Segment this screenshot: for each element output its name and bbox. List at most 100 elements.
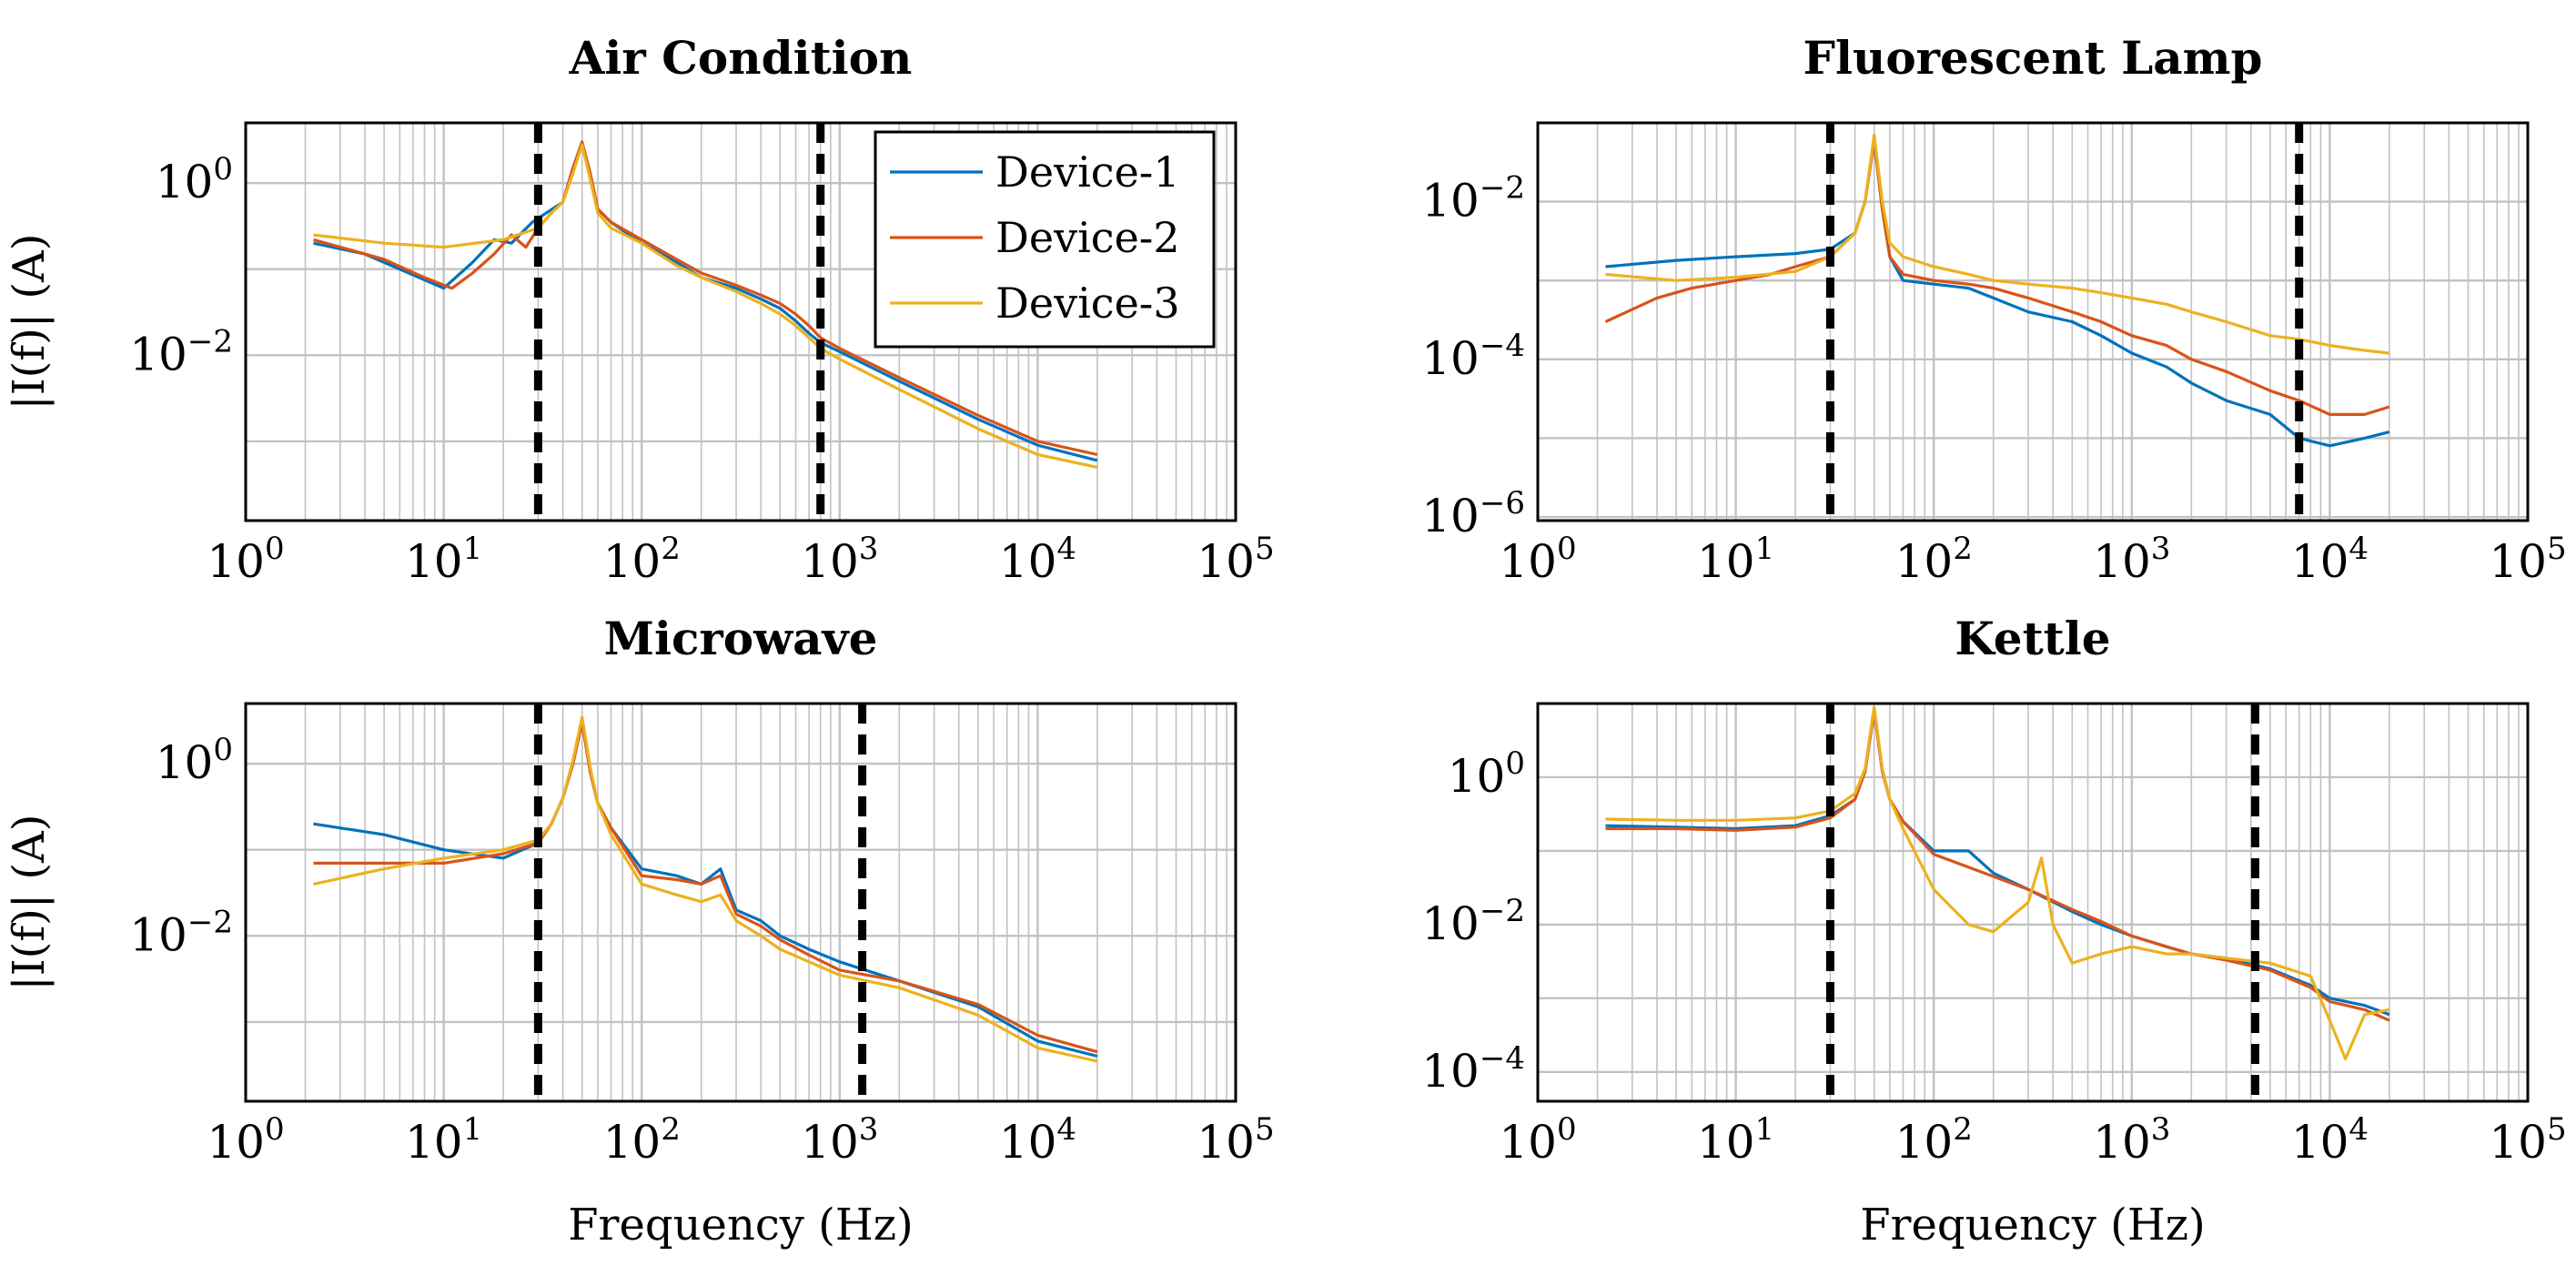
x-tick-label: 100 xyxy=(1499,1111,1576,1169)
y-axis-label: |I(f)| (A) xyxy=(4,815,55,991)
x-tick-label: 102 xyxy=(1895,1111,1973,1169)
series-group xyxy=(1604,133,2390,448)
x-tick-label-base: 10 xyxy=(1895,1116,1954,1169)
y-tick-label: 100 xyxy=(1448,745,1525,803)
panel-title: Air Condition xyxy=(569,31,913,85)
x-tick-label-exponent: 2 xyxy=(661,531,681,567)
x-tick-label-exponent: 2 xyxy=(1953,531,1973,567)
x-tick-label-base: 10 xyxy=(1697,1116,1755,1169)
panel-title: Kettle xyxy=(1955,612,2110,665)
x-tick-label-base: 10 xyxy=(2489,1116,2547,1169)
x-tick-label-exponent: 0 xyxy=(1557,531,1577,567)
grid xyxy=(1538,704,2528,1101)
x-tick-label-base: 10 xyxy=(207,1116,265,1169)
panel-kettle: 100 101 102 103 104 10510010−210−4KettleFrequ… xyxy=(1421,612,2566,1251)
y-tick-label-base: 10 xyxy=(1421,1045,1480,1098)
x-tick-label-exponent: 3 xyxy=(2151,531,2171,567)
axes-frame xyxy=(1536,121,2530,522)
x-tick-label: 101 xyxy=(405,1111,482,1169)
axes-frame xyxy=(1536,702,2530,1103)
y-tick-label: 10−2 xyxy=(129,323,233,380)
x-tick-label: 102 xyxy=(603,1111,681,1169)
x-tick-label: 104 xyxy=(2291,1111,2369,1169)
series-line-device-2 xyxy=(313,721,1098,1054)
panel-title: Fluorescent Lamp xyxy=(1803,31,2262,85)
series-line-device-2 xyxy=(313,140,1098,457)
x-tick-label: 101 xyxy=(1697,531,1774,588)
x-tick-label: 100 xyxy=(1499,531,1576,588)
x-tick-label: 104 xyxy=(999,1111,1076,1169)
x-axis-label: Frequency (Hz) xyxy=(1860,1200,2205,1251)
y-tick-label-base: 10 xyxy=(129,328,187,380)
x-tick-label: 104 xyxy=(2291,531,2369,588)
x-tick-label-base: 10 xyxy=(603,1116,662,1169)
x-tick-label-base: 10 xyxy=(603,535,662,588)
y-tick-label: 10−6 xyxy=(1421,485,1525,542)
x-tick-label-base: 10 xyxy=(999,535,1057,588)
x-tick-label-exponent: 5 xyxy=(2547,531,2567,567)
x-tick-label-base: 10 xyxy=(405,1116,463,1169)
x-tick-label: 105 xyxy=(1197,1111,1274,1169)
y-tick-label-exponent: −4 xyxy=(1480,328,1525,364)
y-tick-label-base: 10 xyxy=(1421,490,1480,542)
series-line-device-2 xyxy=(1604,138,2390,416)
x-tick-label-base: 10 xyxy=(2093,535,2151,588)
y-tick-label-base: 10 xyxy=(1448,750,1506,803)
y-tick-label-base: 10 xyxy=(156,156,214,208)
x-tick-label: 100 xyxy=(207,531,284,588)
series-line-device-1 xyxy=(1605,138,2390,448)
y-tick-label-base: 10 xyxy=(156,736,214,789)
y-tick-label-exponent: −2 xyxy=(1480,170,1525,207)
series-line-device-1 xyxy=(313,140,1098,462)
series-line-device-3 xyxy=(1605,705,2390,1061)
x-tick-label-exponent: 4 xyxy=(2349,531,2369,567)
x-tick-label-exponent: 5 xyxy=(2547,1111,2567,1148)
panel-fluorescent-lamp: 100 101 102 103 104 10510−210−410−6Fluorescen… xyxy=(1421,31,2566,588)
series-line-device-3 xyxy=(1605,133,2390,355)
x-tick-label-exponent: 0 xyxy=(265,1111,285,1148)
x-tick-label-exponent: 5 xyxy=(1255,531,1275,567)
x-tick-label-exponent: 1 xyxy=(1755,531,1775,567)
y-tick-label: 10−4 xyxy=(1421,1040,1525,1098)
y-tick-label-exponent: 0 xyxy=(213,151,233,187)
x-tick-label-base: 10 xyxy=(1499,1116,1557,1169)
x-tick-label: 105 xyxy=(2489,1111,2566,1169)
grid xyxy=(246,704,1236,1101)
panel-microwave: 100 101 102 103 104 10510010−2Microwave|I(f)|… xyxy=(4,612,1275,1251)
x-tick-label-base: 10 xyxy=(2093,1116,2151,1169)
x-tick-label-exponent: 1 xyxy=(463,531,483,567)
x-tick-label-base: 10 xyxy=(405,535,463,588)
x-tick-label-exponent: 0 xyxy=(265,531,285,567)
y-tick-label-exponent: −6 xyxy=(1480,485,1525,522)
x-tick-label: 104 xyxy=(999,531,1076,588)
legend-entry: Device-3 xyxy=(995,278,1180,328)
x-tick-label: 102 xyxy=(1895,531,1973,588)
y-tick-label-exponent: 0 xyxy=(1505,745,1525,782)
y-tick-label-exponent: −2 xyxy=(1480,893,1525,929)
x-tick-label: 101 xyxy=(1697,1111,1774,1169)
x-tick-label-exponent: 4 xyxy=(1056,531,1076,567)
y-tick-label-base: 10 xyxy=(129,908,187,961)
x-tick-label-base: 10 xyxy=(207,535,265,588)
y-axis-label: |I(f)| (A) xyxy=(4,234,55,410)
panel-title: Microwave xyxy=(604,612,878,665)
y-tick-label-exponent: −4 xyxy=(1480,1040,1525,1077)
y-tick-label-base: 10 xyxy=(1421,332,1480,385)
x-tick-label: 103 xyxy=(801,1111,878,1169)
y-tick-label: 10−2 xyxy=(1421,893,1525,950)
x-tick-label-base: 10 xyxy=(801,535,859,588)
legend-entry: Device-1 xyxy=(995,147,1180,197)
x-tick-label-base: 10 xyxy=(2291,1116,2349,1169)
series-group xyxy=(313,715,1098,1063)
x-tick-label: 102 xyxy=(603,531,681,588)
y-tick-label-exponent: −2 xyxy=(187,904,233,940)
y-tick-label: 10−2 xyxy=(129,904,233,961)
x-tick-label-exponent: 0 xyxy=(1557,1111,1577,1148)
x-tick-label: 103 xyxy=(2093,531,2170,588)
x-tick-label-base: 10 xyxy=(1697,535,1755,588)
axes-frame xyxy=(244,121,1237,522)
x-tick-label-base: 10 xyxy=(1197,535,1255,588)
x-tick-label-base: 10 xyxy=(2291,535,2349,588)
series-group xyxy=(1605,705,2390,1061)
